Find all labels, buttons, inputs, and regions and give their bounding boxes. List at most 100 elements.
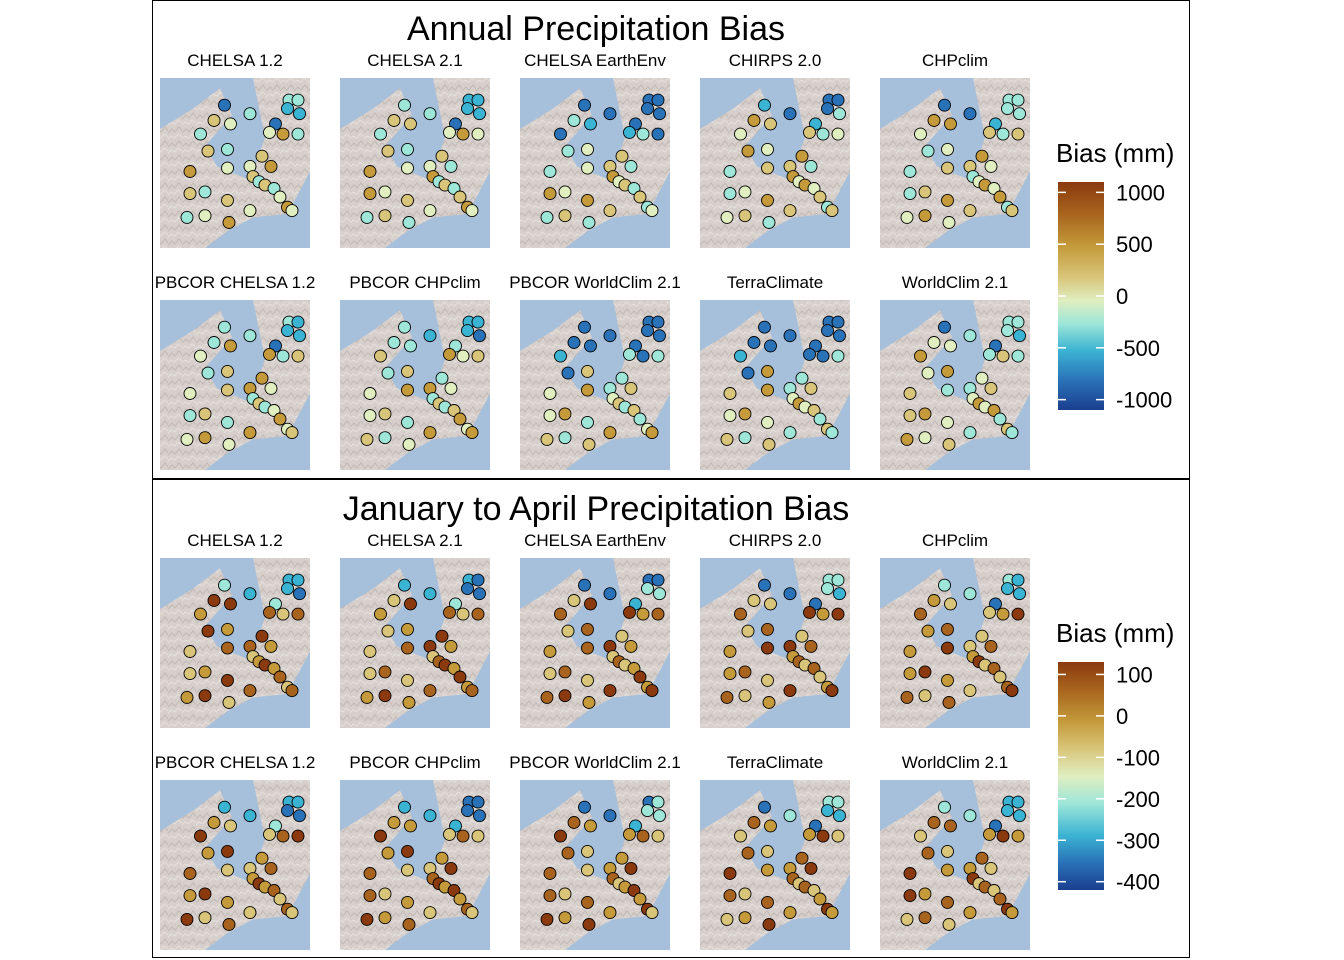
station-point bbox=[747, 816, 761, 829]
station-point bbox=[554, 829, 567, 843]
station-point bbox=[461, 804, 474, 818]
station-point bbox=[423, 587, 437, 601]
station-point bbox=[816, 829, 830, 843]
station-point bbox=[255, 371, 269, 385]
panel-label: TerraClimate bbox=[727, 273, 823, 292]
station-point bbox=[918, 431, 932, 445]
station-point bbox=[942, 696, 956, 709]
station-point bbox=[795, 149, 809, 163]
station-point bbox=[603, 426, 617, 440]
station-point bbox=[1013, 587, 1026, 601]
station-point bbox=[255, 851, 269, 865]
station-point bbox=[471, 829, 485, 843]
station-point bbox=[264, 159, 278, 173]
station-point bbox=[435, 851, 449, 865]
station-point bbox=[554, 349, 567, 363]
station-point bbox=[444, 381, 458, 395]
station-point bbox=[360, 210, 374, 224]
station-point bbox=[540, 690, 554, 704]
station-point bbox=[723, 645, 737, 658]
station-point bbox=[402, 918, 416, 931]
station-point bbox=[963, 329, 977, 343]
station-point bbox=[941, 161, 954, 175]
station-point bbox=[758, 98, 771, 112]
station-point bbox=[813, 412, 827, 426]
station-point bbox=[761, 161, 774, 175]
station-point bbox=[900, 912, 914, 926]
station-point bbox=[471, 315, 485, 329]
station-point bbox=[1001, 804, 1014, 818]
station-point bbox=[207, 114, 221, 127]
station-point bbox=[378, 887, 392, 901]
map-panel: PBCOR WorldClim 2.1 bbox=[509, 273, 681, 470]
station-point bbox=[423, 684, 437, 698]
station-point bbox=[623, 125, 636, 139]
station-point bbox=[723, 387, 737, 400]
station-point bbox=[804, 159, 818, 173]
station-point bbox=[423, 906, 437, 920]
station-point bbox=[218, 578, 231, 592]
map-panel: TerraClimate bbox=[700, 753, 850, 950]
station-point bbox=[762, 696, 776, 709]
station-point bbox=[183, 645, 197, 658]
station-point bbox=[720, 210, 734, 224]
station-point bbox=[273, 190, 287, 204]
station-point bbox=[471, 573, 485, 587]
station-point bbox=[243, 684, 257, 698]
station-point bbox=[183, 889, 197, 903]
map-panel: PBCOR CHPclim bbox=[340, 753, 490, 950]
station-point bbox=[651, 93, 665, 107]
station-point bbox=[558, 911, 572, 925]
station-point bbox=[821, 804, 834, 818]
station-point bbox=[1011, 795, 1025, 809]
station-point bbox=[461, 582, 474, 596]
station-point bbox=[983, 125, 996, 139]
station-point bbox=[1011, 315, 1025, 329]
legend-tick-label: -100 bbox=[1116, 745, 1160, 770]
station-point bbox=[831, 127, 845, 141]
station-point bbox=[903, 889, 917, 903]
station-point bbox=[825, 684, 839, 698]
legend-title: Bias (mm) bbox=[1056, 138, 1174, 168]
station-point bbox=[293, 107, 306, 121]
station-point bbox=[398, 578, 411, 592]
station-point bbox=[738, 689, 752, 703]
station-point bbox=[633, 190, 647, 204]
station-point bbox=[738, 665, 752, 679]
panel-label: CHELSA 2.1 bbox=[367, 51, 462, 70]
station-point bbox=[221, 193, 234, 207]
station-point bbox=[183, 187, 197, 201]
station-point bbox=[1005, 906, 1019, 920]
station-point bbox=[633, 892, 647, 906]
station-point bbox=[833, 587, 846, 601]
station-point bbox=[783, 107, 797, 121]
station-point bbox=[900, 690, 914, 704]
station-point bbox=[378, 665, 392, 679]
station-point bbox=[761, 622, 774, 636]
station-point bbox=[944, 819, 957, 833]
station-point bbox=[944, 597, 957, 611]
station-point bbox=[993, 670, 1007, 684]
station-point bbox=[734, 127, 747, 141]
station-point bbox=[465, 204, 479, 218]
station-point bbox=[291, 573, 305, 587]
station-point bbox=[363, 187, 377, 201]
station-point bbox=[243, 906, 257, 920]
station-point bbox=[903, 867, 917, 880]
station-point bbox=[378, 185, 392, 199]
station-point bbox=[444, 639, 458, 653]
station-point bbox=[401, 673, 414, 687]
station-point bbox=[198, 911, 212, 925]
station-point bbox=[471, 349, 485, 363]
station-point bbox=[378, 407, 392, 421]
station-point bbox=[222, 438, 236, 451]
panel-label: CHELSA 1.2 bbox=[187, 531, 282, 550]
station-point bbox=[1005, 204, 1019, 218]
legend-tick-label: -400 bbox=[1116, 870, 1160, 895]
station-point bbox=[453, 412, 467, 426]
station-point bbox=[180, 432, 194, 446]
station-point bbox=[603, 684, 617, 698]
station-point bbox=[941, 415, 954, 429]
station-point bbox=[558, 209, 572, 223]
station-point bbox=[221, 161, 234, 175]
